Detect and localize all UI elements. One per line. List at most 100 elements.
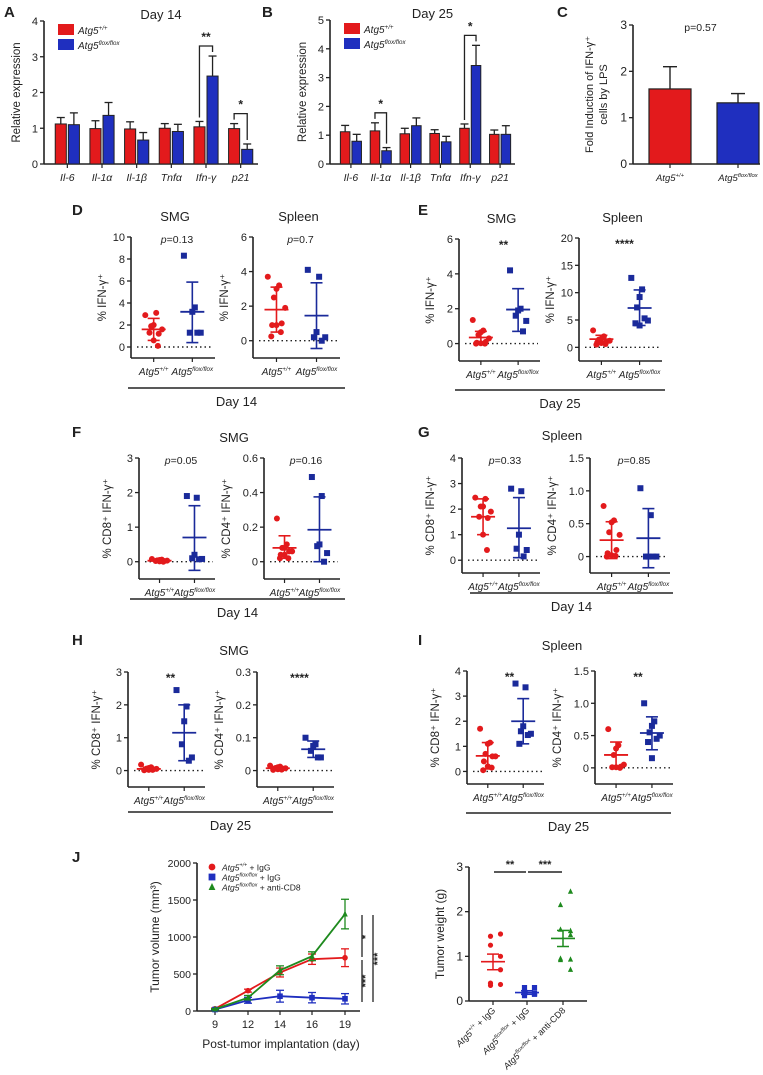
y-axis-label: Tumor volume (mm³) bbox=[148, 881, 162, 993]
data-point bbox=[557, 901, 564, 908]
data-point bbox=[644, 317, 651, 324]
y-tick-label: 0.6 bbox=[243, 453, 258, 465]
y-tick-label: 1.5 bbox=[574, 666, 589, 678]
data-point bbox=[531, 991, 538, 997]
data-point bbox=[180, 252, 187, 259]
group-label: Atg5flox/flox + anti-CD8 bbox=[221, 883, 301, 893]
significance-label: * bbox=[238, 98, 243, 112]
data-point bbox=[308, 474, 315, 481]
data-point bbox=[648, 755, 655, 762]
y-tick-label: 0.5 bbox=[574, 731, 589, 743]
y-axis-label: Relative expression bbox=[11, 42, 23, 142]
p-value: p=0.13 bbox=[160, 234, 194, 246]
group-label-day: Day 25 bbox=[539, 396, 580, 411]
x-tick-label: 19 bbox=[339, 1019, 351, 1031]
y-tick-label: 3 bbox=[450, 479, 456, 491]
x-tick-label: 12 bbox=[242, 1019, 254, 1031]
data-point bbox=[613, 547, 620, 553]
significance-label: ** bbox=[506, 859, 515, 871]
data-point bbox=[512, 680, 519, 687]
y-tick-label: 2 bbox=[32, 88, 38, 100]
y-tick-label: 0.2 bbox=[236, 700, 251, 712]
data-point bbox=[194, 329, 201, 336]
x-tick-label: p21 bbox=[231, 172, 250, 184]
data-point bbox=[309, 994, 315, 1001]
data-point bbox=[531, 985, 538, 991]
data-point bbox=[148, 323, 155, 330]
x-tick-label: Ifn-γ bbox=[460, 172, 481, 184]
data-point bbox=[650, 553, 657, 560]
significance-label: ** bbox=[201, 30, 211, 44]
group-underline-E: Day 25 bbox=[455, 389, 665, 411]
data-point bbox=[307, 747, 314, 754]
x-tick-label: 9 bbox=[212, 1019, 218, 1031]
significance-label: ** bbox=[499, 238, 509, 252]
significance-label: *** bbox=[372, 952, 384, 966]
data-point bbox=[497, 967, 504, 973]
data-point bbox=[302, 734, 309, 741]
y-tick-label: 1 bbox=[318, 130, 324, 142]
data-point bbox=[605, 726, 612, 733]
significance-label: *** bbox=[360, 974, 372, 988]
y-tick-label: 6 bbox=[447, 234, 453, 246]
data-point bbox=[616, 531, 623, 538]
group-label-day: Day 14 bbox=[216, 394, 257, 409]
y-tick-label: 0 bbox=[127, 557, 133, 569]
bar bbox=[228, 128, 241, 165]
significance-bracket bbox=[233, 112, 248, 140]
panel-label-A: A bbox=[4, 4, 15, 21]
chart-title: Spleen bbox=[602, 210, 642, 225]
bar bbox=[440, 141, 452, 165]
significance-bracket bbox=[374, 112, 388, 144]
data-point bbox=[567, 931, 574, 938]
legend-swatch-ko bbox=[344, 38, 360, 49]
significance-label: ** bbox=[166, 671, 176, 685]
y-tick-label: 0 bbox=[116, 766, 122, 778]
legend: Atg5+/+ Atg5flox/flox bbox=[58, 24, 120, 52]
group-label: Atg5flox/flox bbox=[717, 173, 759, 184]
y-axis-label: cells by LPS bbox=[598, 64, 610, 125]
data-point bbox=[656, 732, 663, 739]
data-point bbox=[199, 555, 206, 562]
group-label: Atg5flox/flox bbox=[627, 581, 670, 593]
group-label-day: Day 14 bbox=[551, 599, 592, 614]
y-tick-label: 0 bbox=[455, 766, 461, 778]
chart-D1: 0 2 4 6 8 10 Atg5+/+ Atg5flox/flox p=0.13 SMG % IF… bbox=[97, 209, 215, 378]
y-tick-label: 0 bbox=[620, 157, 627, 171]
data-point bbox=[197, 329, 204, 336]
bar bbox=[411, 125, 422, 165]
data-point bbox=[647, 512, 654, 519]
chart-E2: 0 5 10 15 20 Atg5+/+ Atg5flox/flox **** Spleen % … bbox=[545, 210, 662, 381]
y-tick-label: 0 bbox=[567, 342, 573, 354]
y-tick-label: 1.5 bbox=[569, 453, 584, 465]
y-tick-label: 0 bbox=[450, 555, 456, 567]
y-tick-label: 10 bbox=[561, 288, 573, 300]
y-axis-label: % IFN-γ⁺ bbox=[97, 274, 109, 322]
y-tick-label: 6 bbox=[241, 232, 247, 244]
y-tick-label: 0 bbox=[32, 159, 38, 171]
data-point bbox=[645, 739, 652, 746]
group-label-day: Day 14 bbox=[217, 605, 258, 620]
data-point bbox=[643, 553, 649, 560]
group-label: Atg5+/+ bbox=[586, 369, 617, 381]
legend-marker bbox=[208, 873, 216, 881]
y-tick-label: 3 bbox=[116, 667, 122, 679]
group-label: Atg5flox/flox + anti-CD8 bbox=[501, 1005, 568, 1072]
data-point bbox=[632, 320, 639, 327]
data-point bbox=[193, 494, 200, 501]
group-label: Atg5+/+ bbox=[261, 366, 292, 378]
group-underline-I: Day 25 bbox=[466, 812, 671, 834]
y-tick-label: 0.2 bbox=[243, 522, 258, 534]
group-label: Atg5flox/flox bbox=[618, 369, 661, 381]
group-label: Atg5+/+ bbox=[465, 369, 496, 381]
y-tick-label: 3 bbox=[32, 52, 38, 64]
group-label: Atg5+/+ bbox=[269, 587, 300, 599]
group-label: Atg5flox/flox bbox=[496, 369, 539, 381]
group-label: Atg5+/+ bbox=[138, 366, 169, 378]
y-axis-label: % CD4⁺ IFN-γ⁺ bbox=[547, 476, 559, 556]
data-point bbox=[518, 488, 525, 495]
x-tick-label: Tnfα bbox=[161, 172, 183, 184]
bar bbox=[158, 127, 171, 165]
legend: Atg5+/+ Atg5flox/flox bbox=[344, 23, 406, 51]
y-tick-label: 2 bbox=[620, 64, 627, 78]
